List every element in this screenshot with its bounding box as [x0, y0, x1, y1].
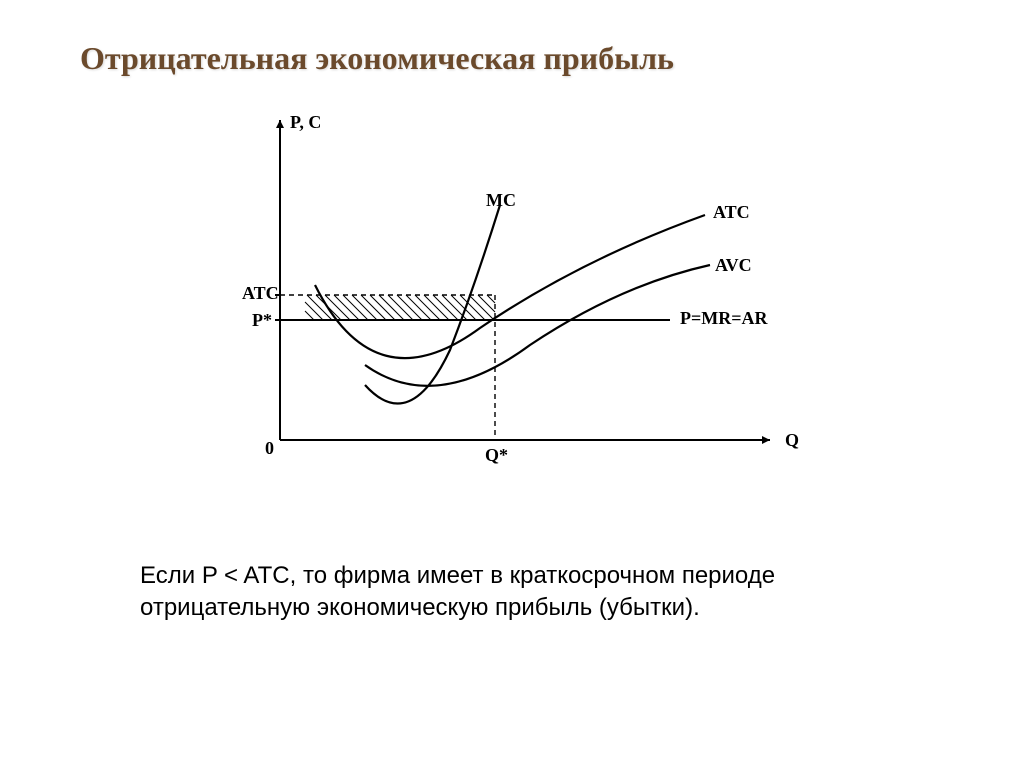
origin-label: 0 [265, 438, 274, 459]
avc-curve-label: AVC [715, 255, 752, 276]
atc-curve-label: ATC [713, 202, 750, 223]
page-title: Отрицательная экономическая прибыль [80, 40, 674, 77]
price-line-label: P=MR=AR [680, 308, 768, 329]
cost-curves-chart: P, C Q 0 MC ATC AVC P=MR=AR ATC P* Q* [210, 110, 830, 470]
x-axis-label: Q [785, 430, 799, 451]
chart-svg [210, 110, 830, 470]
mc-curve-label: MC [486, 190, 516, 211]
q-star-label: Q* [485, 445, 508, 466]
y-axis-label: P, C [290, 112, 321, 133]
atc-level-label: ATC [242, 283, 279, 304]
explanation-text: Если P < ATC, то фирма имеет в краткосро… [140, 560, 884, 625]
p-star-label: P* [252, 310, 272, 331]
